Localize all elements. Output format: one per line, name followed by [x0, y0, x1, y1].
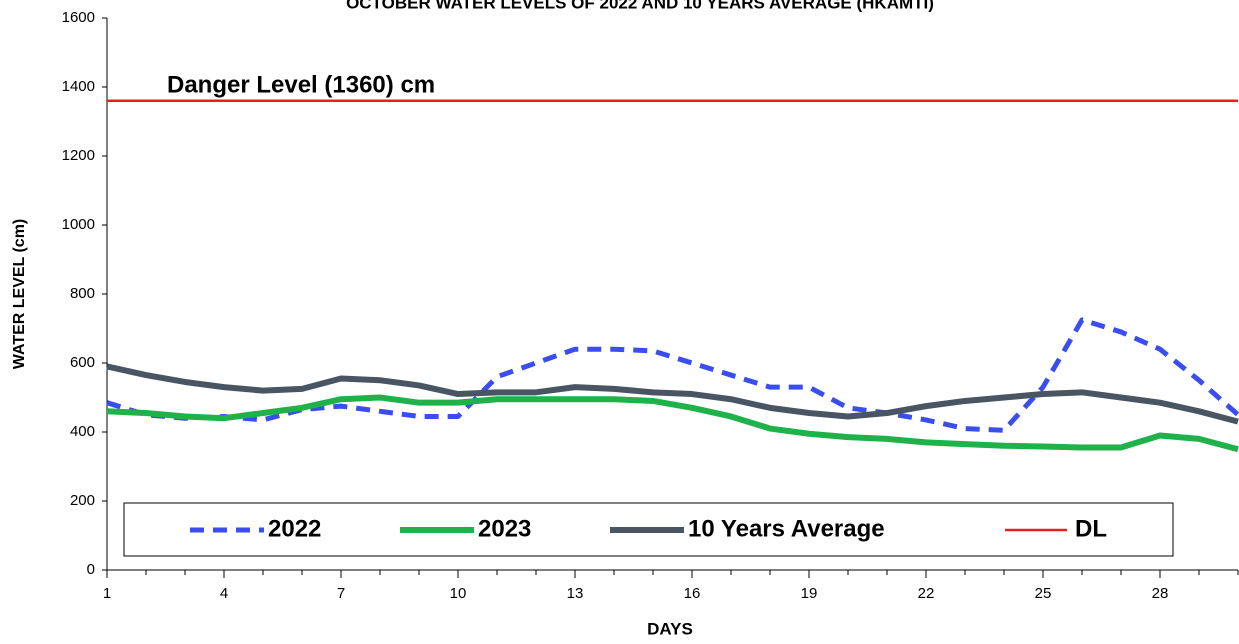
x-tick-label: 7 — [337, 585, 345, 602]
series-line — [106, 363, 1239, 425]
chart-title: OCTOBER WATER LEVELS OF 2022 AND 10 YEAR… — [346, 0, 934, 12]
legend-label: 2023 — [478, 515, 531, 542]
y-tick-label: 0 — [87, 561, 95, 578]
legend-label: DL — [1075, 515, 1107, 542]
x-tick-label: 16 — [684, 585, 701, 602]
y-tick-label: 400 — [70, 423, 95, 440]
y-tick-label: 800 — [70, 285, 95, 302]
x-tick-label: 19 — [801, 585, 818, 602]
x-tick-label: 1 — [103, 585, 111, 602]
y-tick-label: 1600 — [62, 9, 95, 26]
legend-label: 10 Years Average — [688, 515, 885, 542]
y-tick-label: 1400 — [62, 78, 95, 95]
y-tick-label: 200 — [70, 492, 95, 509]
series-line — [106, 394, 1239, 453]
x-axis-label: DAYS — [647, 619, 693, 638]
x-tick-label: 28 — [1152, 585, 1169, 602]
legend-label: 2022 — [268, 515, 321, 542]
y-tick-label: 1200 — [62, 147, 95, 164]
y-axis-label: WATER LEVEL (cm) — [11, 219, 28, 370]
x-tick-label: 13 — [567, 585, 584, 602]
x-tick-label: 25 — [1035, 585, 1052, 602]
x-tick-label: 22 — [918, 585, 935, 602]
y-tick-label: 600 — [70, 354, 95, 371]
x-tick-label: 10 — [450, 585, 467, 602]
annotation: Danger Level (1360) cm — [167, 71, 435, 98]
y-tick-label: 1000 — [62, 216, 95, 233]
x-tick-label: 4 — [220, 585, 228, 602]
